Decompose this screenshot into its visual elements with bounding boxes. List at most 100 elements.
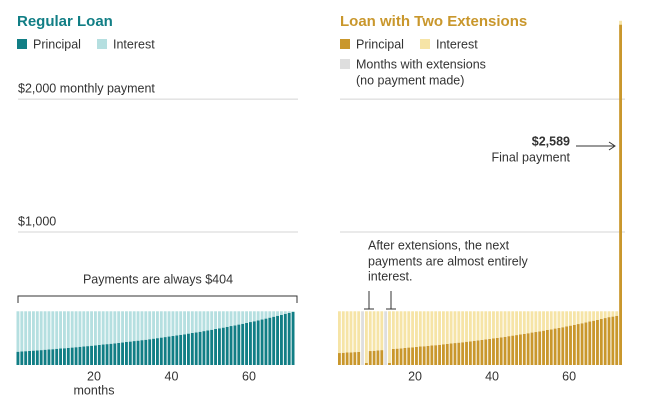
- bar-segment: [245, 311, 248, 323]
- bar-segment: [194, 311, 198, 333]
- bar-segment: [47, 349, 51, 365]
- bar-segment: [407, 347, 411, 365]
- bar-segment: [345, 311, 349, 353]
- bar-segment: [252, 311, 256, 322]
- bar-segment: [472, 340, 476, 365]
- bar-segment: [183, 311, 186, 335]
- y-tick-label: $1,000: [18, 214, 56, 228]
- legend-label: Months with extensions: [356, 57, 486, 71]
- bar-segment: [198, 311, 202, 332]
- bar-segment: [202, 331, 206, 365]
- bar-segment: [86, 311, 90, 347]
- bar-segment: [249, 322, 252, 365]
- bar-segment: [233, 325, 237, 365]
- bar-segment: [468, 311, 472, 342]
- bar-segment: [569, 325, 572, 365]
- bar-segment: [376, 350, 380, 365]
- bar-segment: [268, 317, 272, 365]
- bar-segment: [268, 311, 272, 318]
- legend-note: (no payment made): [356, 73, 464, 87]
- bar-segment: [492, 338, 495, 365]
- bar-segment: [488, 311, 492, 339]
- bar-segment: [553, 328, 557, 365]
- bar-segment: [198, 331, 202, 365]
- annotation-value: $2,589: [532, 134, 570, 148]
- bar-segment: [218, 311, 221, 329]
- bar-segment: [16, 351, 20, 365]
- bar-segment: [152, 338, 155, 365]
- bar-segment: [47, 311, 51, 350]
- bar-segment: [272, 311, 276, 317]
- bar-segment: [109, 343, 113, 365]
- bar-segment: [549, 311, 553, 330]
- bar-segment: [24, 351, 28, 365]
- bar-segment: [194, 332, 198, 365]
- bar-segment: [411, 311, 415, 348]
- bar-segment: [167, 336, 171, 365]
- legend-swatch: [17, 39, 27, 49]
- bar-segment: [283, 313, 287, 365]
- bar-segment: [125, 311, 128, 342]
- bar-segment: [229, 326, 233, 365]
- bar-segment: [434, 345, 438, 365]
- bar-segment: [484, 311, 488, 340]
- bar-segment: [530, 311, 534, 333]
- bar-segment: [175, 311, 179, 336]
- bar-segment: [388, 363, 391, 365]
- bar-segment: [522, 333, 526, 365]
- bar-segment: [66, 347, 70, 365]
- bar-segment: [619, 20, 622, 25]
- bar-segment: [256, 311, 260, 321]
- bar-segment: [441, 344, 445, 365]
- bar-segment: [109, 311, 113, 344]
- bar-segment: [488, 338, 492, 365]
- bar-segment: [171, 336, 175, 365]
- bar-segment: [388, 311, 391, 364]
- bar-segment: [576, 324, 580, 365]
- bar-segment: [280, 314, 283, 365]
- bar-segment: [32, 350, 35, 365]
- bar-segment: [241, 311, 245, 324]
- bar-segment: [530, 332, 534, 365]
- bar-segment: [70, 311, 74, 348]
- bar-segment: [128, 311, 132, 342]
- legend-swatch: [340, 39, 350, 49]
- bar-segment: [611, 316, 615, 365]
- bar-segment: [499, 311, 503, 338]
- bar-segment: [214, 328, 217, 365]
- bar-segment: [430, 345, 434, 365]
- bar-segment: [549, 329, 553, 365]
- bar-segment: [90, 345, 93, 365]
- bar-segment: [167, 311, 171, 337]
- bar-segment: [545, 329, 549, 365]
- bar-segment: [144, 339, 148, 365]
- bar-segment: [241, 323, 245, 365]
- bar-segment: [457, 311, 461, 343]
- x-axis-label: months: [74, 383, 115, 397]
- bar-segment: [125, 341, 128, 365]
- bar-segment: [615, 315, 619, 365]
- bar-segment: [492, 311, 495, 339]
- bar-segment: [163, 337, 167, 365]
- bar-segment: [391, 348, 395, 365]
- bar-segment: [607, 317, 611, 365]
- bar-segment: [183, 334, 186, 365]
- bar-segment: [511, 311, 515, 336]
- bar-segment: [237, 324, 241, 365]
- bar-segment: [144, 311, 148, 340]
- annotation: Payments are always $404: [83, 272, 233, 286]
- bar-segment: [588, 311, 592, 322]
- bar-segment: [28, 311, 31, 351]
- bar-segment: [438, 344, 441, 365]
- bar-segment: [156, 338, 159, 365]
- bar-segment: [35, 311, 39, 351]
- bar-segment: [202, 311, 206, 332]
- bar-segment: [430, 311, 434, 346]
- bar-segment: [121, 342, 124, 365]
- bar-segment: [480, 311, 484, 340]
- x-tick-label: 20: [87, 369, 101, 383]
- bar-segment: [445, 311, 449, 344]
- bar-segment: [264, 311, 268, 319]
- bar-segment: [338, 311, 341, 354]
- bar-segment: [580, 311, 584, 324]
